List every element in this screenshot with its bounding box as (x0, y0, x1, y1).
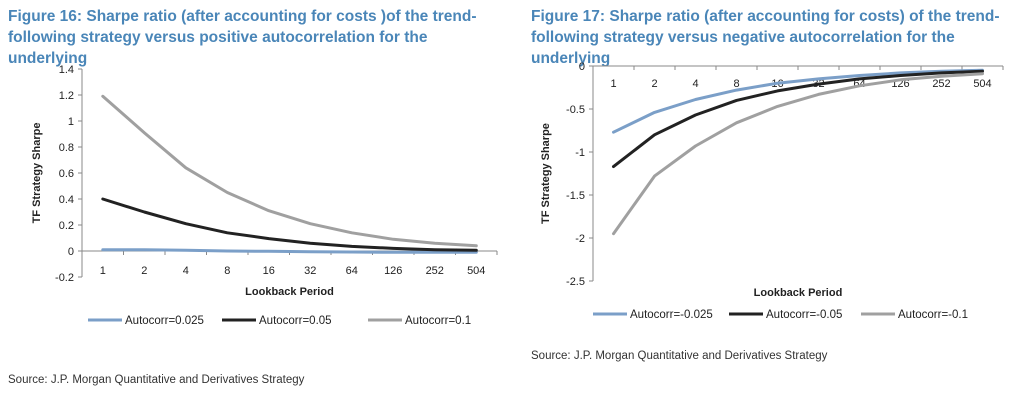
x-axis-title: Lookback Period (754, 287, 843, 299)
y-tick-label: -1.5 (566, 190, 585, 202)
y-tick-label: 0.2 (59, 220, 74, 232)
x-tick-label: 1 (610, 78, 616, 90)
legend-label-1: Autocorr=0.025 (125, 315, 204, 327)
series-line-3 (101, 94, 478, 248)
x-tick-label: 504 (467, 265, 485, 277)
series-line-2 (101, 197, 478, 252)
x-tick-label: 504 (973, 78, 991, 90)
series-line-2 (612, 69, 984, 169)
x-tick-label: 252 (426, 265, 444, 277)
series-line-1 (101, 248, 478, 254)
series-line-3 (612, 72, 984, 236)
y-tick-label: 0.6 (59, 168, 74, 180)
y-tick-label: 0 (579, 61, 585, 73)
x-tick-label: 2 (651, 78, 657, 90)
source-note-right: Source: J.P. Morgan Quantitative and Der… (531, 350, 828, 362)
legend-label-3: Autocorr=0.1 (405, 315, 471, 327)
figure-17-title: Figure 17: Sharpe ratio (after accountin… (531, 8, 1000, 67)
legend-label-1: Autocorr=-0.025 (630, 309, 713, 321)
legend-label-2: Autocorr=0.05 (259, 315, 332, 327)
legend-label-2: Autocorr=-0.05 (766, 309, 842, 321)
y-tick-label: 0.8 (59, 142, 74, 154)
x-axis-title: Lookback Period (245, 286, 334, 298)
y-tick-label: -0.2 (55, 272, 74, 284)
y-axis-title: TF Strategy Sharpe (540, 123, 552, 224)
y-tick-label: -2.5 (566, 276, 585, 288)
x-tick-label: 4 (183, 265, 189, 277)
y-tick-label: 0.4 (59, 194, 74, 206)
x-tick-label: 4 (692, 78, 698, 90)
y-tick-label: 0 (68, 246, 74, 258)
y-axis-title: TF Strategy Sharpe (31, 123, 43, 224)
y-tick-label: 1.2 (59, 90, 74, 102)
series-line-1 (612, 68, 984, 134)
x-tick-label: 252 (932, 78, 950, 90)
figure-16-title: Figure 16: Sharpe ratio (after accountin… (8, 8, 477, 67)
source-note-left: Source: J.P. Morgan Quantitative and Der… (8, 374, 305, 386)
x-tick-label: 2 (141, 265, 147, 277)
x-tick-label: 126 (384, 265, 402, 277)
y-tick-label: -1 (575, 147, 585, 159)
x-tick-label: 1 (100, 265, 106, 277)
y-tick-label: 1.4 (59, 64, 74, 76)
y-tick-label: 1 (68, 116, 74, 128)
legend-label-3: Autocorr=-0.1 (898, 309, 968, 321)
y-tick-label: -0.5 (566, 104, 585, 116)
x-tick-label: 8 (733, 78, 739, 90)
x-tick-label: 16 (263, 265, 275, 277)
x-tick-label: 32 (304, 265, 316, 277)
x-tick-label: 64 (346, 265, 358, 277)
x-tick-label: 8 (224, 265, 230, 277)
y-tick-label: -2 (575, 233, 585, 245)
